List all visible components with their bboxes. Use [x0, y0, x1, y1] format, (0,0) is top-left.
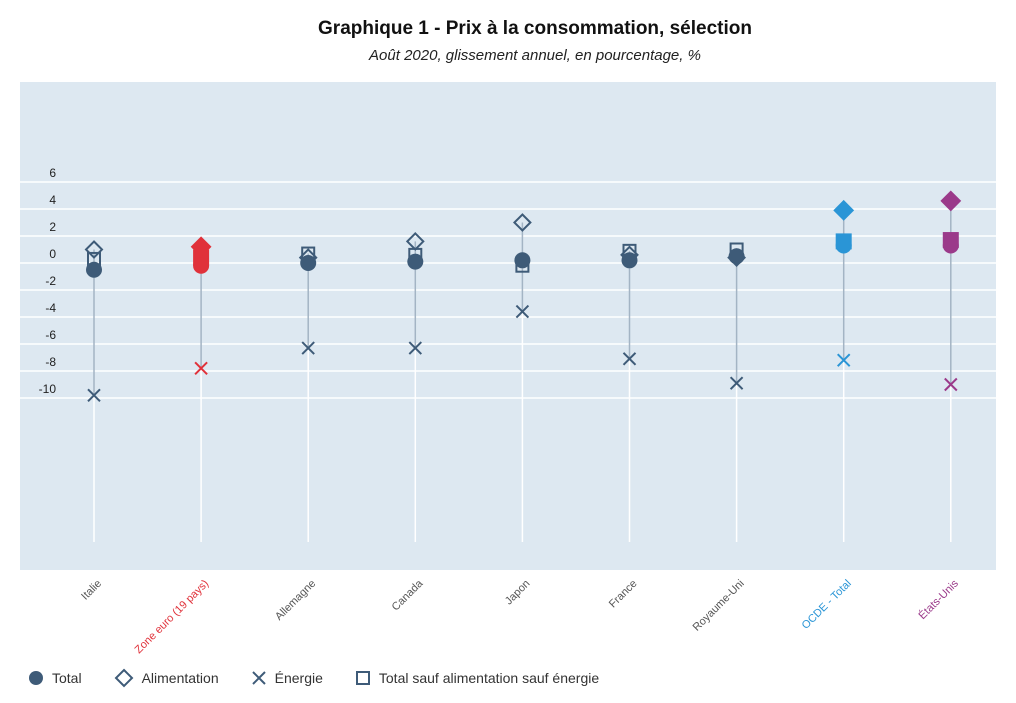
- y-tick-label: 6: [49, 166, 56, 180]
- x-category-label: Italie: [79, 578, 104, 603]
- x-category-label: Allemagne: [273, 578, 318, 623]
- marker-diamond: [727, 248, 747, 268]
- y-tick-label: -8: [45, 355, 56, 369]
- marker-diamond: [190, 236, 212, 258]
- marker-diamond: [833, 199, 855, 221]
- x-category-label: OCDE - Total: [800, 578, 854, 632]
- cross-icon: [251, 671, 266, 685]
- chart-legend: Total Alimentation Énergie Total sauf al…: [28, 666, 631, 690]
- y-tick-label: -4: [45, 301, 56, 315]
- y-tick-label: -2: [45, 274, 56, 288]
- x-category-label: Royaume-Uni: [691, 578, 747, 634]
- marker-circle: [621, 252, 638, 269]
- marker-cross: [194, 361, 208, 376]
- marker-circle: [193, 257, 210, 274]
- dot-plot-chart: 6 4 2 0 -2 -4 -6 -8 -10 Italie Zone euro (19 pays)…: [20, 82, 996, 657]
- marker-diamond: [512, 213, 532, 232]
- legend-item-core[interactable]: Total sauf alimentation sauf énergie: [355, 670, 599, 686]
- y-tick-label: 0: [49, 247, 56, 261]
- marker-circle: [835, 237, 852, 254]
- marker-diamond: [620, 245, 639, 265]
- marker-circle: [300, 255, 317, 271]
- marker-cross: [408, 341, 423, 355]
- chart-title: Graphique 1 - Prix à la consommation, sé…: [318, 18, 752, 39]
- marker-circle: [407, 253, 424, 270]
- x-category-label: Zone euro (19 pays): [133, 578, 212, 657]
- hollow-diamond-icon: [114, 668, 133, 688]
- marker-circle: [514, 252, 531, 269]
- marker-circle: [942, 237, 959, 254]
- y-tick-label: 2: [49, 220, 56, 234]
- legend-label-core: Total sauf alimentation sauf énergie: [378, 670, 600, 686]
- marker-cross: [729, 376, 744, 390]
- marker-cross: [944, 377, 958, 392]
- chart-subtitle: Août 2020, glissement annuel, en pourcen…: [369, 47, 701, 64]
- marker-diamond: [405, 231, 425, 251]
- marker-circle: [86, 261, 102, 278]
- y-tick-label: 4: [49, 193, 56, 207]
- marker-diamond: [940, 190, 962, 212]
- marker-diamond: [298, 248, 318, 268]
- marker-cross: [622, 352, 637, 366]
- marker-cross: [87, 388, 101, 403]
- marker-cross: [301, 341, 315, 355]
- legend-label-total: Total: [52, 670, 82, 686]
- legend-label-alimentation: Alimentation: [141, 670, 219, 686]
- plot-background: [20, 82, 996, 570]
- y-tick-label: -6: [45, 328, 56, 342]
- hollow-square-icon: [355, 671, 370, 685]
- marker-cross: [836, 353, 851, 367]
- marker-cross: [515, 304, 530, 319]
- x-category-label: France: [607, 578, 640, 611]
- x-category-label: Japon: [503, 578, 533, 608]
- legend-label-energie: Énergie: [274, 670, 323, 686]
- legend-item-total[interactable]: Total: [28, 670, 82, 686]
- y-tick-label: -10: [39, 382, 57, 396]
- filled-circle-icon: [29, 671, 43, 685]
- x-category-label: États-Unis: [916, 577, 961, 622]
- legend-item-alimentation[interactable]: Alimentation: [114, 668, 219, 688]
- x-category-label: Canada: [390, 577, 426, 613]
- legend-item-energie[interactable]: Énergie: [251, 670, 323, 686]
- marker-diamond: [84, 240, 104, 259]
